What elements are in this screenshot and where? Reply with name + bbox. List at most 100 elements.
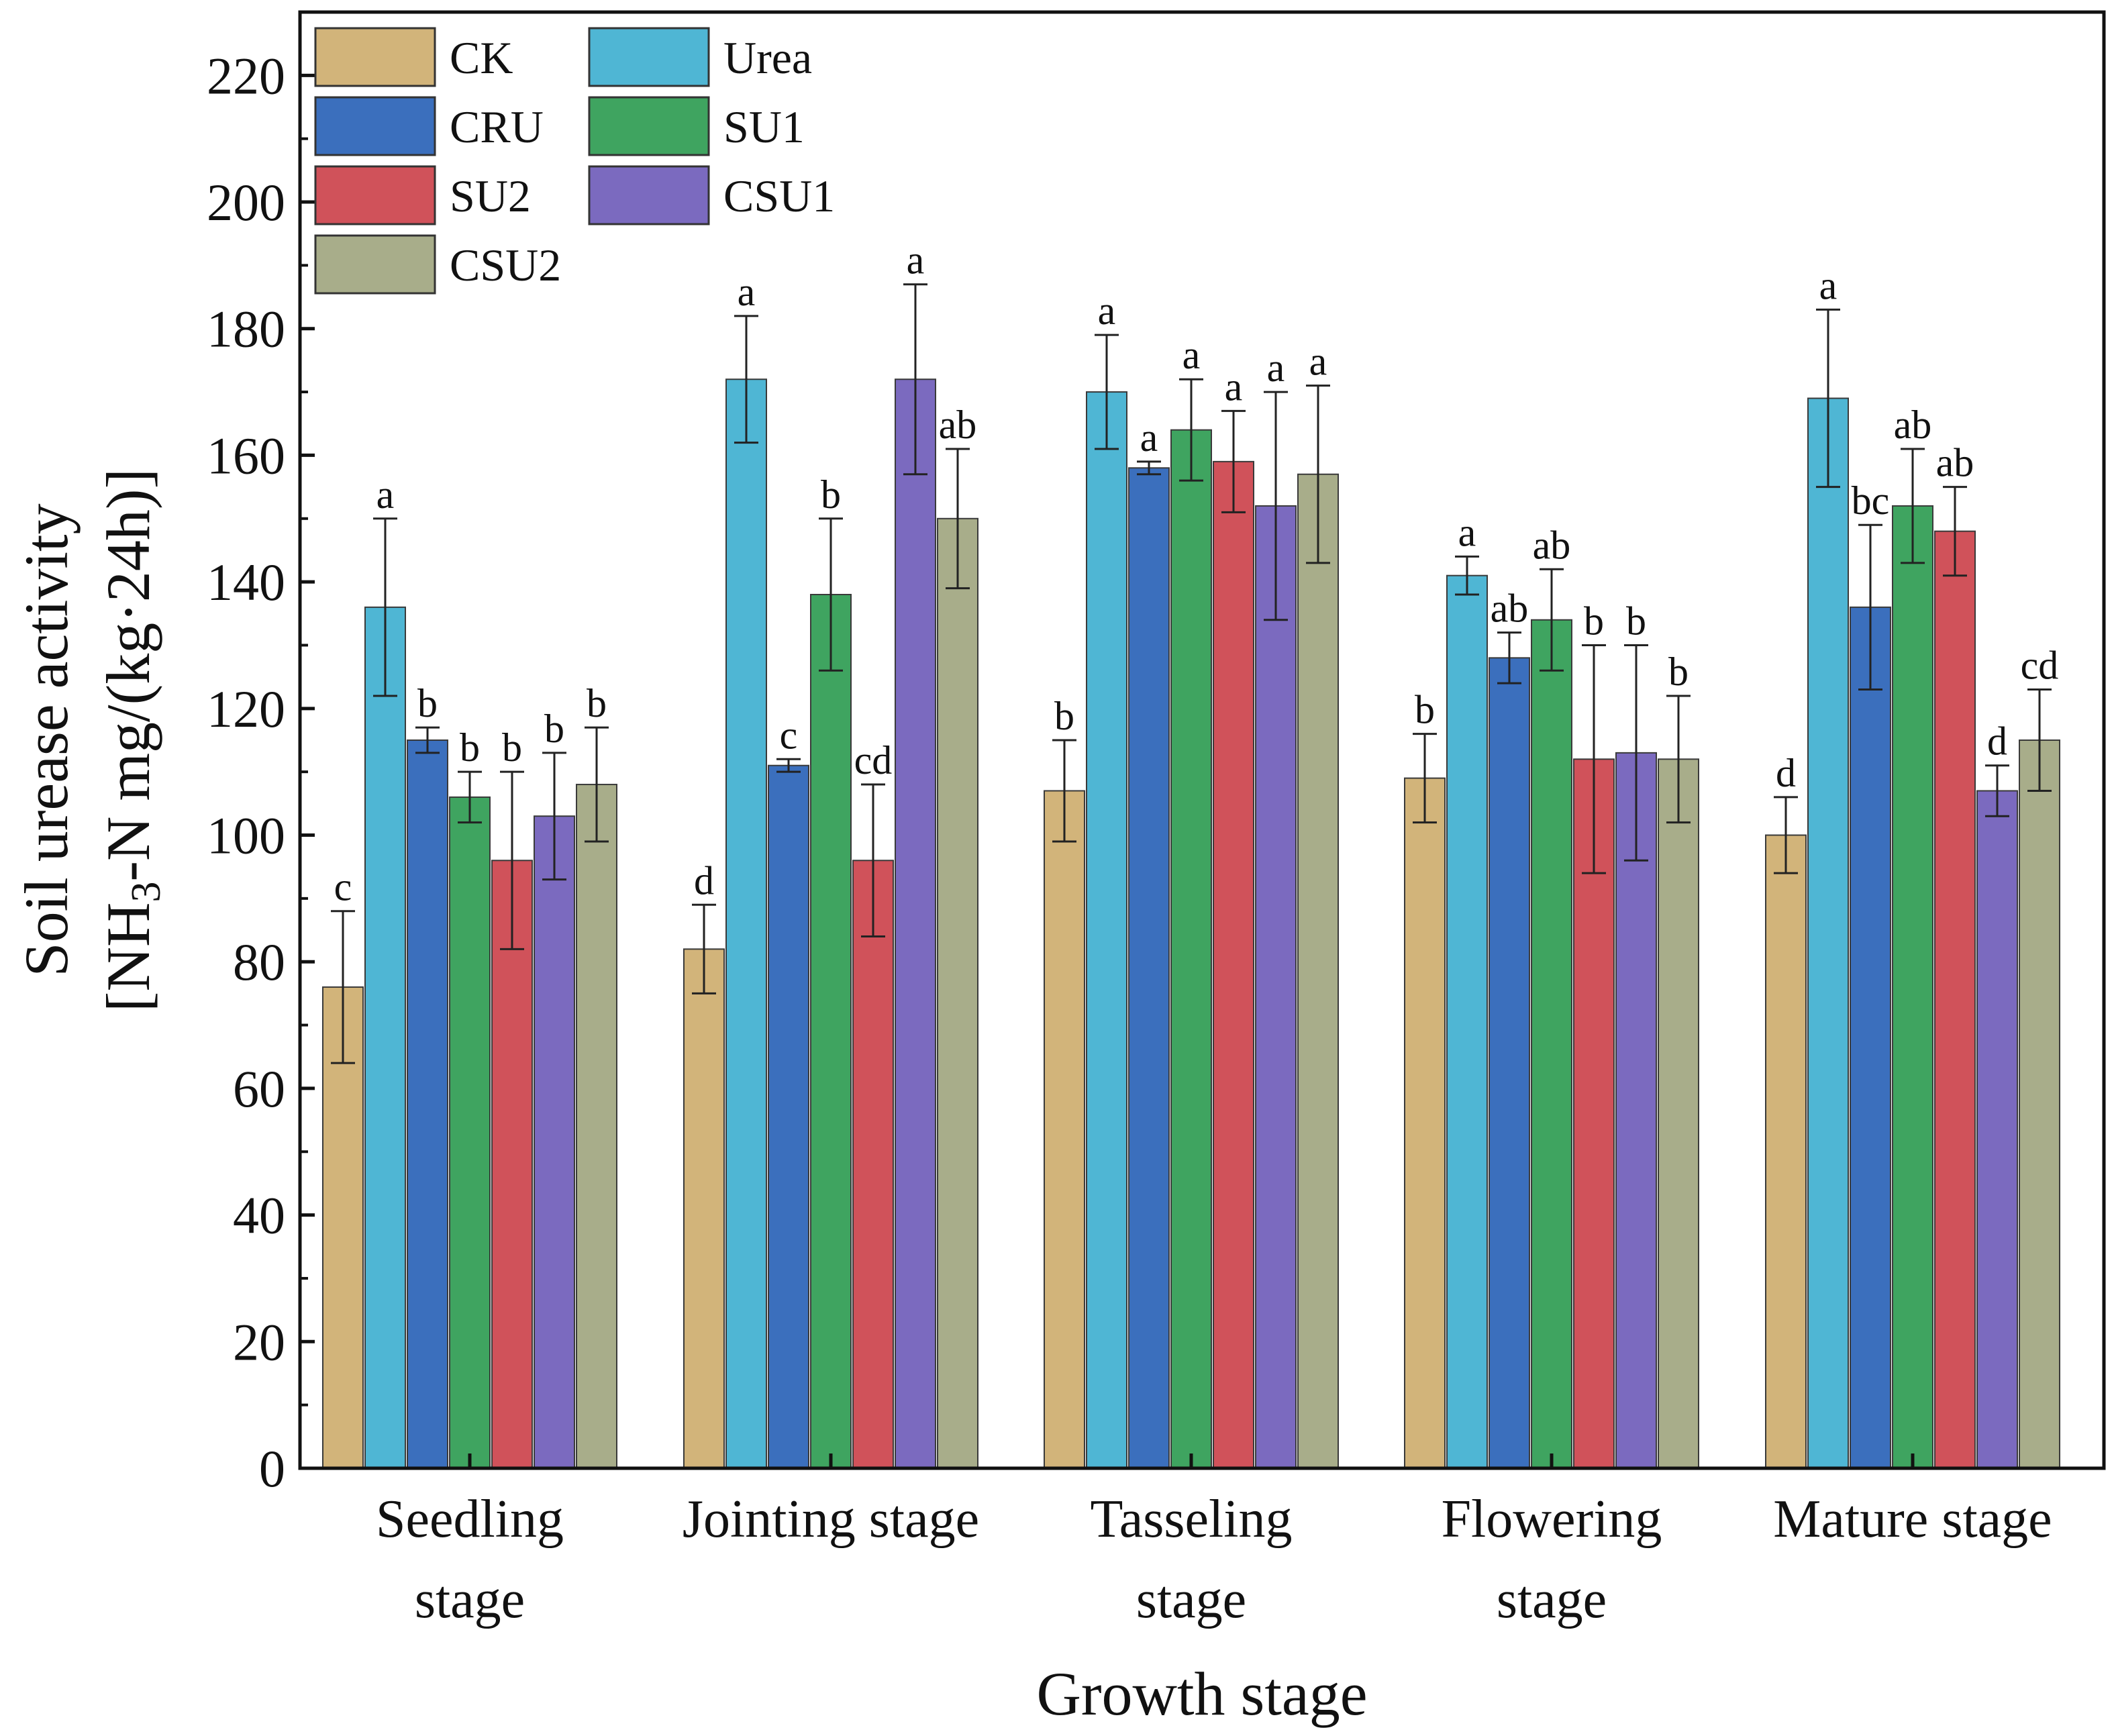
significance-letter: a: [1225, 364, 1243, 409]
significance-letter: a: [1309, 340, 1327, 384]
x-category-label: stage: [1136, 1570, 1246, 1629]
bar-ck: [1765, 834, 1807, 1469]
bar-su2: [852, 860, 894, 1469]
significance-letter: a: [1458, 510, 1476, 554]
significance-letter: c: [780, 713, 798, 757]
y-axis-title-line2-pre: [NH: [94, 903, 162, 1013]
bar-cru: [407, 739, 448, 1469]
bar-csu2: [937, 517, 978, 1469]
bar-su1: [1170, 429, 1212, 1469]
x-category-label: stage: [415, 1570, 525, 1629]
y-tick-label: 20: [233, 1313, 285, 1371]
bar-su2: [1213, 460, 1254, 1470]
significance-letter: b: [502, 725, 522, 770]
significance-letter: a: [376, 472, 395, 517]
error-bars-layer: [331, 283, 2052, 1064]
y-tick-label: 140: [207, 553, 285, 611]
significance-letter: b: [544, 707, 564, 751]
significance-letter: c: [334, 865, 352, 909]
bar-ck: [1044, 790, 1085, 1469]
bar-csu1: [895, 378, 936, 1469]
legend-swatch-ck: [314, 27, 436, 87]
significance-letter: a: [1098, 289, 1116, 333]
significance-letter: d: [694, 858, 714, 903]
legend-label-su2: SU2: [450, 170, 531, 221]
bar-su1: [810, 594, 852, 1469]
legend: CK Urea CRU SU1 SU2 CSU1 CSU2: [314, 27, 835, 295]
bar-csu2: [1297, 473, 1339, 1469]
bar-urea: [1446, 574, 1488, 1469]
bar-su1: [449, 796, 491, 1470]
significance-letter: a: [907, 238, 925, 283]
y-axis-title-line1: Soil urease activity: [12, 503, 81, 976]
significance-letter: a: [1140, 415, 1158, 460]
x-category-label: stage: [1497, 1570, 1607, 1629]
bar-csu2: [2019, 739, 2060, 1469]
x-category-label: Flowering: [1442, 1490, 1662, 1549]
bar-csu1: [534, 815, 575, 1469]
significance-letter: ab: [1533, 523, 1571, 567]
y-axis-title-line2-sub: 3: [123, 882, 169, 903]
legend-swatch-cru: [314, 96, 436, 156]
bar-csu2: [576, 784, 617, 1469]
bar-cru: [1489, 657, 1530, 1470]
bar-urea: [364, 606, 406, 1470]
legend-swatch-csu1: [588, 165, 710, 225]
y-tick-label: 120: [207, 680, 285, 738]
bar-urea: [725, 378, 767, 1469]
significance-letter: a: [1267, 346, 1285, 390]
bar-su1: [1892, 505, 1933, 1469]
legend-swatch-urea: [588, 27, 710, 87]
bar-csu1: [1255, 505, 1297, 1469]
significance-letter: b: [1054, 694, 1074, 738]
significance-letter: ab: [1894, 403, 1932, 447]
bar-csu1: [1976, 790, 2018, 1469]
bar-su2: [491, 860, 533, 1469]
x-axis-title: Growth stage: [1036, 1660, 1367, 1728]
plot-frame: [298, 10, 2106, 1470]
x-category-label: Jointing stage: [683, 1490, 979, 1549]
bar-cru: [768, 764, 809, 1469]
y-axis: 0 20 40 60 80 100 120 140 160 180 200 220: [207, 46, 315, 1498]
x-category-label: Mature stage: [1773, 1490, 2052, 1549]
significance-letter: a: [738, 270, 756, 314]
significance-letter: b: [417, 681, 438, 725]
bar-su1: [1531, 619, 1572, 1469]
significance-letter: b: [1584, 599, 1604, 643]
y-axis-title-line2: [NH3-N mg/(kg·24h)]: [94, 468, 169, 1012]
significance-letter: a: [1182, 333, 1201, 377]
bar-urea: [1807, 397, 1849, 1469]
bar-su2: [1573, 758, 1615, 1469]
legend-swatch-csu2: [314, 234, 436, 295]
significance-letter: b: [1668, 650, 1689, 694]
significance-letter: a: [1819, 263, 1838, 307]
significance-letter: b: [1626, 599, 1646, 643]
y-tick-label: 60: [233, 1060, 285, 1118]
bar-su2: [1934, 530, 1976, 1469]
y-tick-label: 100: [207, 807, 285, 865]
significance-letter: ab: [939, 403, 977, 447]
bar-ck: [1404, 777, 1446, 1469]
significance-letter: d: [1987, 719, 2007, 764]
y-tick-label: 220: [207, 46, 285, 105]
x-category-label: Seedling: [376, 1490, 564, 1549]
significance-letter: cd: [854, 738, 893, 782]
y-tick-label: 180: [207, 300, 285, 358]
legend-label-su1: SU1: [723, 101, 805, 152]
significance-letter: ab: [1936, 441, 1974, 485]
significance-letter: cd: [2021, 644, 2059, 688]
bar-cru: [1128, 467, 1170, 1469]
legend-swatch-su2: [314, 165, 436, 225]
y-tick-label: 40: [233, 1186, 285, 1245]
significance-letter: b: [587, 681, 607, 725]
legend-label-ck: CK: [450, 32, 513, 83]
significance-letter: d: [1776, 751, 1796, 795]
legend-label-urea: Urea: [723, 32, 812, 83]
bar-urea: [1086, 391, 1127, 1470]
y-axis-title: Soil urease activity [NH3-N mg/(kg·24h)]: [12, 468, 169, 1012]
significance-letter: bc: [1852, 478, 1890, 523]
bar-cru: [1850, 606, 1891, 1470]
legend-label-csu1: CSU1: [723, 170, 835, 221]
